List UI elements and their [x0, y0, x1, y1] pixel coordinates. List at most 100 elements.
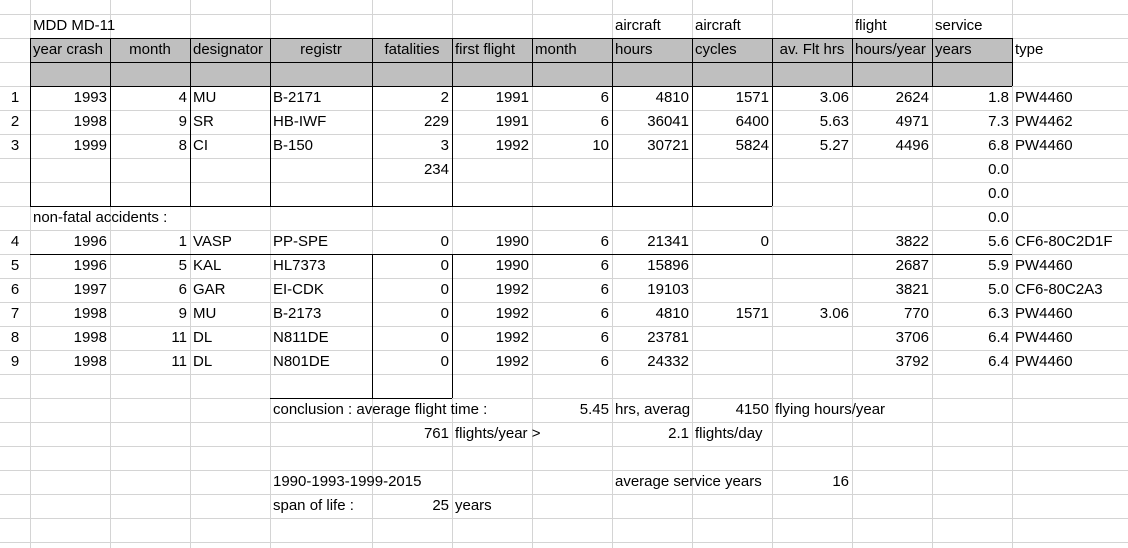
header-service: service	[935, 17, 983, 34]
cell-hours: 36041	[647, 113, 689, 130]
row-gridline	[0, 494, 1128, 495]
row-number: 3	[10, 137, 20, 154]
table-border	[190, 86, 191, 206]
header-border	[532, 38, 533, 86]
avg-flight-time: 5.45	[579, 401, 609, 418]
cell-designator: KAL	[193, 257, 222, 274]
cell-year: 1996	[73, 257, 107, 274]
table-border	[452, 254, 453, 398]
cell-registr: HL7373	[273, 257, 326, 274]
cell-years: 5.0	[988, 281, 1009, 298]
cell-av-flt-hrs	[772, 350, 852, 374]
cell-fatalities: 0	[440, 281, 449, 298]
cell-type: PW4460	[1015, 353, 1073, 370]
cell-year: 1996	[73, 233, 107, 250]
cell-ff-month: 6	[600, 353, 609, 370]
cell-registr: B-2173	[273, 305, 322, 322]
row-gridline	[0, 182, 1128, 183]
cell-year: 1998	[73, 305, 107, 322]
header-aircraft-cycles: aircraft	[695, 17, 741, 34]
column-header-month2: month	[535, 41, 577, 58]
table-border	[30, 86, 31, 206]
cell-month: 6	[178, 281, 187, 298]
row-gridline	[0, 374, 1128, 375]
cell-hours-year: 2624	[895, 89, 929, 106]
cell-first-flight: 1990	[495, 257, 529, 274]
cell-hours: 23781	[647, 329, 689, 346]
cell-hours: 30721	[647, 137, 689, 154]
cell-ff-month: 6	[600, 233, 609, 250]
cell-designator: DL	[193, 329, 213, 346]
cell-hours: 15896	[647, 257, 689, 274]
cell-first-flight: 1992	[495, 305, 529, 322]
span-value: 25	[432, 497, 449, 514]
header-border	[612, 38, 613, 86]
header-border	[110, 38, 111, 86]
cell-type: PW4460	[1015, 329, 1073, 346]
cell-hours-year: 4971	[895, 113, 929, 130]
column-header-year-crash: year crash	[33, 41, 104, 58]
column-gridline	[190, 0, 191, 548]
table-border	[612, 86, 613, 206]
row-gridline	[0, 470, 1128, 471]
cell-month: 1	[178, 233, 187, 250]
cell-hours-year: 2687	[895, 257, 929, 274]
cell-hours-year: 3706	[895, 329, 929, 346]
column-header-hours-year: hours/year	[855, 41, 926, 58]
cell-years: 0.0	[988, 209, 1009, 226]
column-header-type: type	[1015, 41, 1044, 58]
row-gridline	[0, 398, 1128, 399]
cell-type: PW4462	[1015, 113, 1073, 130]
cell-hours: 19103	[647, 281, 689, 298]
cell-years: 1.8	[988, 89, 1009, 106]
conclusion-label: conclusion : average flight time :	[273, 401, 488, 418]
cell-hours-year: 4496	[895, 137, 929, 154]
row-gridline	[0, 518, 1128, 519]
cell-fatalities: 2	[440, 89, 449, 106]
cell-cycles: 5824	[735, 137, 769, 154]
cell-first-flight: 1992	[495, 137, 529, 154]
cell-registr: PP-SPE	[273, 233, 329, 250]
header-flight: flight	[855, 17, 887, 34]
cell-designator: CI	[193, 137, 208, 154]
table-border	[772, 86, 773, 206]
row-gridline	[0, 302, 1128, 303]
header-border	[852, 38, 853, 86]
header-border	[30, 62, 1012, 63]
cell-years: 7.3	[988, 113, 1009, 130]
cell-first-flight: 1992	[495, 353, 529, 370]
cell-year: 1998	[73, 329, 107, 346]
row-number: 2	[10, 113, 20, 130]
cell-av-flt-hrs: 5.27	[819, 137, 849, 154]
table-border	[452, 86, 453, 206]
cell-year: 1997	[73, 281, 107, 298]
years-range: 1990-1993-1999-2015	[273, 473, 422, 490]
column-gridline	[612, 0, 613, 548]
column-gridline	[852, 0, 853, 548]
cell-first-flight: 1992	[495, 329, 529, 346]
cell-years: 6.4	[988, 329, 1009, 346]
cell-first-flight: 1991	[495, 89, 529, 106]
column-header-designator: designator	[193, 41, 264, 58]
cell-fatalities: 0	[440, 257, 449, 274]
cell-ff-month: 6	[600, 89, 609, 106]
header-border	[190, 38, 191, 86]
row-number: 6	[10, 281, 20, 298]
cell-hours: 24332	[647, 353, 689, 370]
cell-hours: 21341	[647, 233, 689, 250]
cell-hours-year: 3822	[895, 233, 929, 250]
cell-cycles: 1571	[735, 305, 769, 322]
cell-designator: MU	[193, 89, 217, 106]
cell-fatalities: 0	[440, 305, 449, 322]
cell-ff-month: 6	[600, 329, 609, 346]
cell-first-flight: 1992	[495, 281, 529, 298]
column-header-av-flt-hrs: av. Flt hrs	[779, 41, 845, 58]
row-number: 4	[10, 233, 20, 250]
cell-av-flt-hrs: 3.06	[819, 305, 849, 322]
cell-ff-month: 6	[600, 113, 609, 130]
column-header-registr: registr	[300, 41, 342, 58]
row-gridline	[0, 326, 1128, 327]
cell-hours: 4810	[655, 305, 689, 322]
table-border	[692, 86, 693, 206]
